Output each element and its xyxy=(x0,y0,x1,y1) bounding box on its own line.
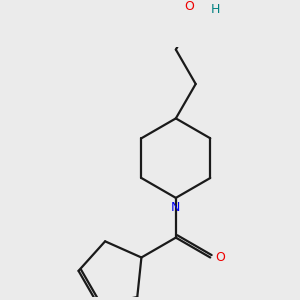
Text: O: O xyxy=(184,0,194,13)
Text: O: O xyxy=(215,251,225,264)
Text: H: H xyxy=(211,3,220,16)
Text: N: N xyxy=(171,201,181,214)
